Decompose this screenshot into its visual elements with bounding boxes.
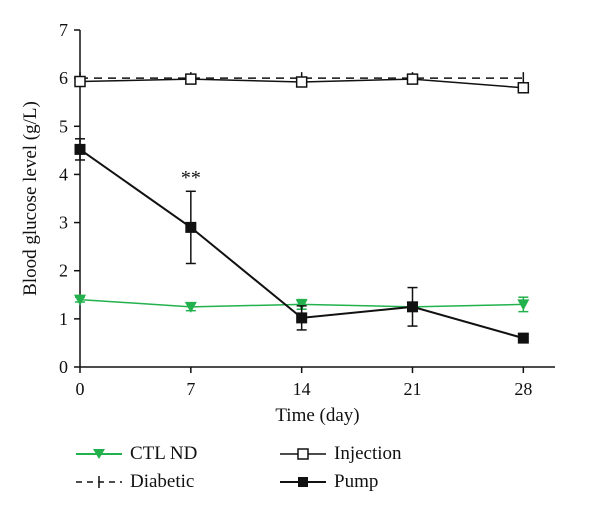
data-point (407, 301, 418, 313)
x-axis-label: Time (day) (275, 405, 359, 426)
data-point (295, 299, 308, 311)
data-point (295, 76, 308, 88)
data-point (406, 73, 419, 85)
legend: CTL ND Diabetic Injection Pump (70, 440, 590, 500)
legend-label-injection: Injection (334, 443, 402, 464)
data-point (517, 332, 529, 344)
y-tick-label: 5 (59, 116, 68, 136)
data-point (74, 75, 86, 88)
x-tick-label: 7 (186, 379, 195, 399)
triangle-down-marker-icon (76, 449, 122, 459)
plot-area: 0 1 2 3 4 5 6 7 0 7 14 21 28 Time (day) Blood glucose … (20, 20, 555, 426)
legend-item-injection: Injection (278, 442, 402, 466)
data-point (74, 143, 86, 155)
legend-label-diabetic: Diabetic (130, 471, 195, 492)
x-tick-label: 0 (76, 379, 85, 399)
legend-item-diabetic: Diabetic (74, 470, 194, 494)
y-tick-label: 2 (59, 261, 68, 281)
y-tick-label: 0 (59, 357, 68, 377)
data-point (517, 299, 530, 311)
x-tick-label: 28 (514, 379, 532, 399)
y-tick-label: 1 (59, 309, 68, 329)
data-point (296, 312, 308, 324)
data-point (184, 301, 197, 313)
y-tick-label: 6 (59, 68, 68, 88)
x-tick-label: 21 (404, 379, 422, 399)
y-tick-label: 4 (59, 164, 68, 184)
data-point (185, 221, 197, 233)
x-tick-label: 14 (293, 379, 311, 399)
y-tick-label: 3 (59, 213, 68, 233)
significance-annotation: ** (181, 167, 201, 189)
legend-label-pump: Pump (334, 471, 379, 492)
plus-marker-icon (76, 476, 122, 488)
legend-item-pump: Pump (278, 470, 378, 494)
square-filled-marker-icon (280, 477, 326, 487)
legend-item-ctl-nd: CTL ND (74, 442, 197, 466)
square-open-marker-icon (280, 448, 326, 460)
data-point (517, 82, 530, 94)
legend-label-ctl-nd: CTL ND (130, 443, 198, 464)
y-tick-label: 7 (59, 20, 68, 40)
y-axis-label: Blood glucose level (g/L) (20, 101, 41, 296)
data-point (74, 294, 86, 306)
data-point (185, 73, 197, 85)
